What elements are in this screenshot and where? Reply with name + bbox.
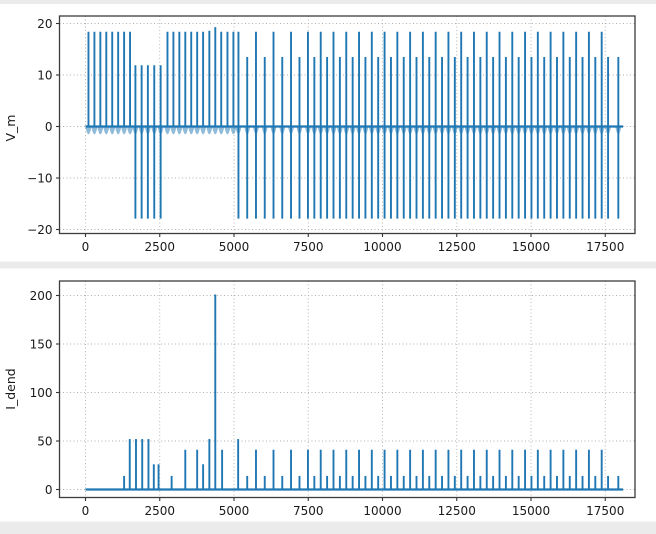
plot-spine — [58, 280, 636, 499]
subthreshold-dip — [218, 126, 225, 135]
y-tick-label: −20 — [27, 223, 52, 237]
y-tick-label: 100 — [30, 386, 53, 400]
x-tick-label: 2500 — [144, 504, 175, 518]
subthreshold-dip — [109, 126, 116, 135]
x-tick-label: 5000 — [219, 504, 250, 518]
y-tick-label: −10 — [27, 171, 52, 185]
y-tick-label: 20 — [37, 17, 52, 31]
subthreshold-dip — [176, 126, 183, 135]
x-tick-label: 10000 — [363, 240, 401, 254]
x-tick-label: 12500 — [438, 504, 476, 518]
subthreshold-dip — [199, 126, 207, 135]
subthreshold-dip — [91, 126, 98, 135]
x-tick-label: 7500 — [293, 240, 324, 254]
y-tick-label: 10 — [37, 68, 52, 82]
x-tick-label: 17500 — [586, 504, 624, 518]
x-tick-label: 5000 — [219, 240, 250, 254]
x-tick-label: 17500 — [586, 240, 624, 254]
subthreshold-dip — [103, 126, 110, 135]
x-tick-label: 10000 — [363, 504, 401, 518]
subthreshold-dip — [120, 126, 128, 135]
subthreshold-dip — [85, 126, 92, 135]
subthreshold-dip — [164, 126, 171, 135]
window-strip — [0, 521, 656, 534]
x-tick-label: 2500 — [144, 240, 175, 254]
x-tick-label: 15000 — [512, 240, 550, 254]
y-tick-label: 150 — [30, 337, 53, 351]
x-tick-label: 15000 — [512, 504, 550, 518]
subthreshold-dip — [230, 126, 237, 135]
idend-axis-label: I_dend — [3, 368, 18, 409]
subthreshold-dip — [97, 126, 104, 135]
window-strip — [0, 0, 656, 4]
y-tick-label: 50 — [37, 434, 52, 448]
x-tick-label: 12500 — [438, 240, 476, 254]
x-tick-label: 0 — [82, 240, 90, 254]
subthreshold-dip — [194, 126, 201, 135]
subthreshold-dip — [206, 126, 213, 135]
plot-spine — [58, 15, 636, 235]
vm-axis-label: V_m — [3, 115, 18, 142]
subthreshold-dip — [126, 126, 134, 135]
window-strip — [0, 261, 656, 269]
x-tick-label: 0 — [82, 504, 90, 518]
y-tick-label: 200 — [30, 289, 53, 303]
subthreshold-dip — [170, 126, 177, 135]
subthreshold-dip — [224, 126, 231, 135]
x-tick-label: 7500 — [293, 504, 324, 518]
subthreshold-dip — [188, 126, 195, 135]
y-tick-label: 0 — [45, 483, 53, 497]
subthreshold-dip — [182, 126, 189, 135]
y-tick-label: 0 — [45, 120, 53, 134]
subthreshold-dip — [115, 126, 122, 135]
subthreshold-dip — [212, 126, 219, 135]
